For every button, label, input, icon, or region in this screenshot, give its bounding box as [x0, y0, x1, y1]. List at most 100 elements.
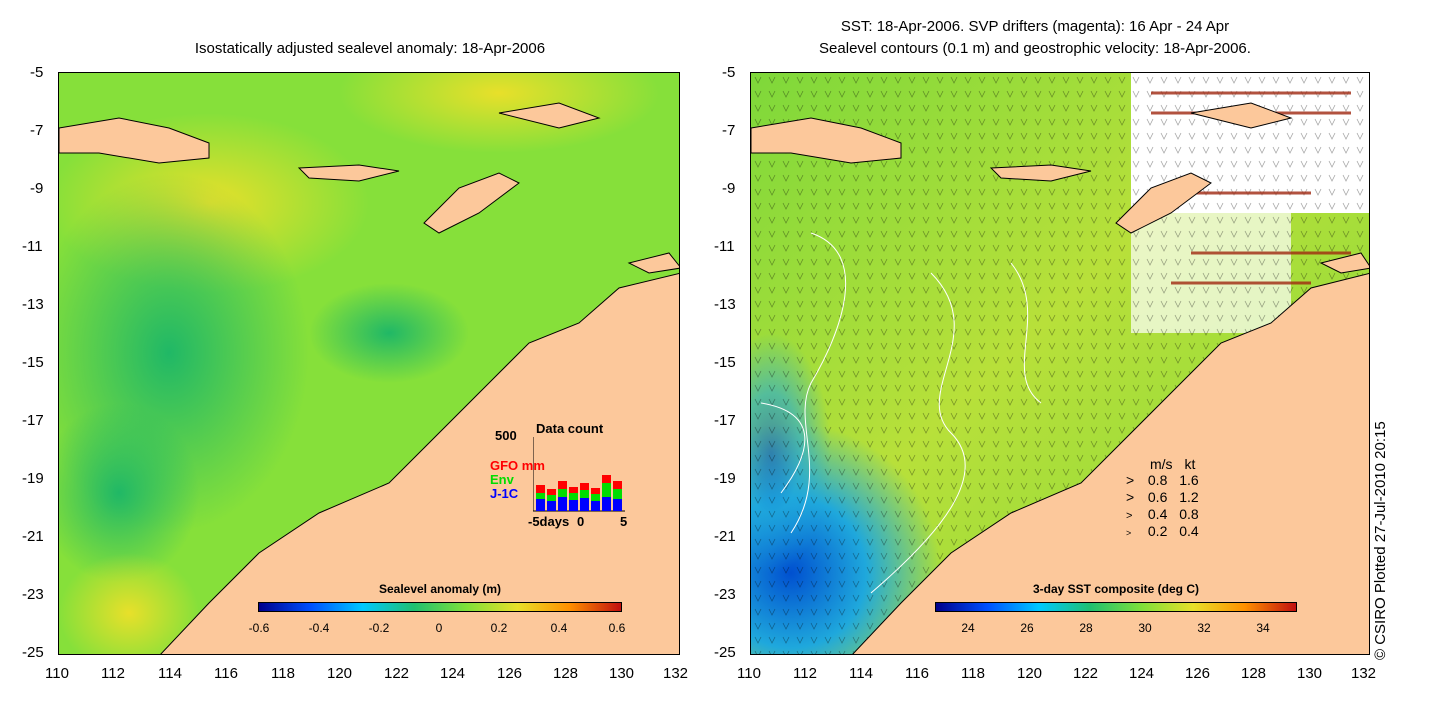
- right-cbar-tick: 26: [1020, 621, 1034, 635]
- inset-series-j1c: J-1C: [490, 486, 519, 501]
- sealevel-colorbar: [258, 602, 622, 612]
- lon-tick: 116: [214, 665, 238, 682]
- right-cbar-tick: 30: [1138, 621, 1152, 635]
- right-cbar-tick: 24: [961, 621, 975, 635]
- lon-tick: 110: [737, 665, 761, 682]
- left-cbar-tick: -0.6: [248, 621, 270, 635]
- velocity-legend-row: > 0.4 0.8: [1126, 506, 1199, 522]
- velocity-ms: 0.6: [1147, 489, 1168, 505]
- java-land: [751, 117, 902, 164]
- velocity-legend-row: > 0.2 0.4: [1126, 523, 1199, 539]
- velocity-legend-row: > 0.6 1.2: [1126, 489, 1199, 505]
- velocity-header-ms: m/s: [1150, 456, 1173, 472]
- lon-tick: 124: [440, 665, 466, 682]
- lon-tick: 118: [271, 665, 295, 682]
- sst-map: [750, 72, 1370, 655]
- inset-series-env: Env: [490, 472, 514, 487]
- lat-tick: -7: [30, 122, 44, 139]
- lat-tick: -15: [22, 354, 44, 371]
- lon-tick: 118: [961, 665, 985, 682]
- lat-tick: -25: [22, 644, 44, 661]
- lat-tick: -13: [22, 296, 44, 313]
- lat-tick: -17: [714, 412, 736, 429]
- java-land: [59, 117, 210, 164]
- arrow-icon: >: [1126, 528, 1132, 538]
- arrow-icon: >: [1126, 510, 1133, 522]
- lat-tick: -23: [22, 586, 44, 603]
- sst-colorbar: [935, 602, 1297, 612]
- left-panel-title: Isostatically adjusted sealevel anomaly:…: [194, 40, 546, 57]
- lat-tick: -13: [714, 296, 736, 313]
- lon-tick: 114: [158, 665, 182, 682]
- inset-xlabel: 5: [620, 514, 628, 529]
- lon-tick: 120: [327, 665, 353, 682]
- inset-title: Data count: [536, 421, 604, 436]
- lat-tick: -11: [714, 238, 735, 255]
- lon-tick: 110: [45, 665, 69, 682]
- lat-tick: -25: [714, 644, 736, 661]
- velocity-legend-row: > 0.8 1.6: [1126, 472, 1199, 488]
- lat-tick: -5: [722, 64, 736, 81]
- lon-tick: 114: [849, 665, 873, 682]
- velocity-ms: 0.2: [1147, 523, 1168, 539]
- lon-tick: 126: [497, 665, 523, 682]
- lon-tick: 122: [384, 665, 410, 682]
- sealevel-anomaly-field: [59, 73, 679, 654]
- lat-tick: -17: [22, 412, 44, 429]
- right-panel-title-line2: Sealevel contours (0.1 m) and geostrophi…: [819, 40, 1251, 57]
- data-count-bars: [533, 437, 625, 512]
- sealevel-anomaly-map: [58, 72, 680, 655]
- velocity-kt: 1.2: [1179, 489, 1199, 505]
- australia-land: [160, 272, 679, 654]
- lon-tick: 128: [1241, 665, 1267, 682]
- lat-tick: -15: [714, 354, 736, 371]
- sst-field: [751, 73, 1369, 654]
- copyright-text: © CSIRO Plotted 27-Jul-2010 20:15: [1372, 421, 1389, 660]
- left-cbar-tick: 0.2: [490, 621, 508, 635]
- timor-land: [423, 172, 520, 234]
- lat-tick: -11: [22, 238, 43, 255]
- lat-tick: -23: [714, 586, 736, 603]
- lon-tick: 132: [663, 665, 689, 682]
- lat-tick: -5: [30, 64, 44, 81]
- inset-xlabel: -5days: [528, 514, 570, 529]
- inset-ymax: 500: [495, 428, 517, 443]
- lon-tick: 116: [905, 665, 929, 682]
- left-cbar-tick: -0.2: [368, 621, 390, 635]
- lon-tick: 126: [1185, 665, 1211, 682]
- lon-tick: 124: [1129, 665, 1155, 682]
- right-panel-title-line1: SST: 18-Apr-2006. SVP drifters (magenta)…: [840, 18, 1230, 35]
- left-colorbar-label: Sealevel anomaly (m): [378, 582, 502, 596]
- arrow-icon: >: [1126, 489, 1135, 505]
- velocity-kt: 0.4: [1179, 523, 1199, 539]
- lon-tick: 122: [1073, 665, 1099, 682]
- right-cbar-tick: 28: [1079, 621, 1093, 635]
- inset-series-gfo: GFO mm: [490, 458, 545, 473]
- lat-tick: -21: [22, 528, 44, 545]
- lat-tick: -7: [722, 122, 736, 139]
- velocity-ms: 0.8: [1147, 472, 1168, 488]
- velocity-legend-header: m/s kt: [1150, 456, 1195, 472]
- velocity-ms: 0.4: [1147, 506, 1168, 522]
- velocity-kt: 0.8: [1179, 506, 1199, 522]
- left-cbar-tick: 0: [435, 621, 443, 635]
- right-cbar-tick: 32: [1197, 621, 1211, 635]
- lat-tick: -19: [22, 470, 44, 487]
- arrow-icon: >: [1126, 472, 1135, 488]
- left-cbar-tick: 0.4: [550, 621, 568, 635]
- lon-tick: 130: [1297, 665, 1323, 682]
- lat-tick: -9: [722, 180, 736, 197]
- lat-tick: -19: [714, 470, 736, 487]
- left-cbar-tick: 0.6: [608, 621, 626, 635]
- lat-tick: -21: [714, 528, 736, 545]
- inset-xlabel: 0: [577, 514, 585, 529]
- australia-land: [852, 272, 1369, 654]
- velocity-header-kt: kt: [1184, 456, 1196, 472]
- lon-tick: 120: [1017, 665, 1043, 682]
- right-cbar-tick: 34: [1256, 621, 1270, 635]
- lon-tick: 112: [101, 665, 125, 682]
- lon-tick: 112: [793, 665, 817, 682]
- timor-land: [1115, 172, 1212, 234]
- velocity-kt: 1.6: [1179, 472, 1199, 488]
- lat-tick: -9: [30, 180, 44, 197]
